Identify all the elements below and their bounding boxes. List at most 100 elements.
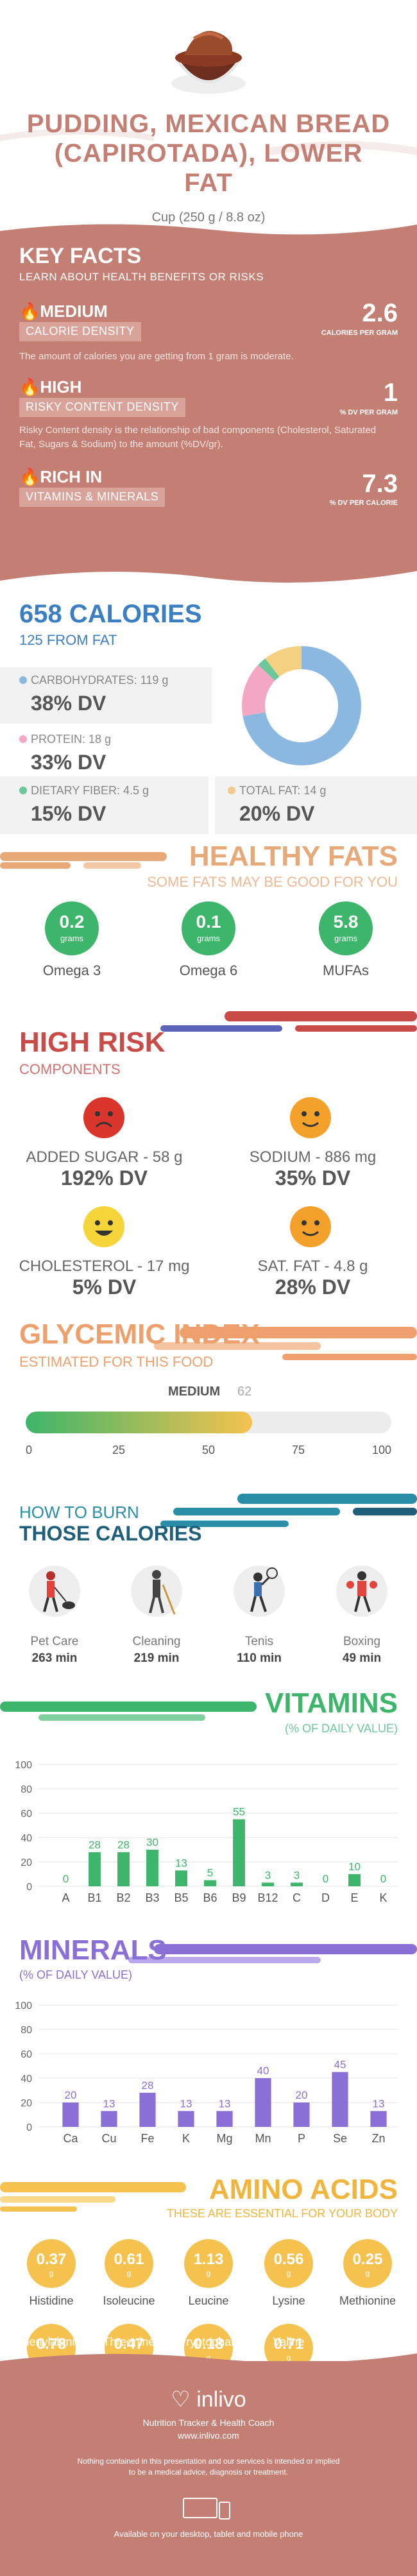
footer-disclaimer: Nothing contained in this presentation a… <box>77 2457 340 2477</box>
added-sugar-label: ADDED SUGAR - 58 g <box>26 1148 183 1166</box>
footer: Phenylalanine Threonine Tryptophan Valin… <box>0 2335 417 2576</box>
threonine-name: Threonine <box>103 2335 155 2348</box>
minerals-ytick-label: 80 <box>21 2025 32 2036</box>
carbs-dot <box>19 676 27 684</box>
page-title-line-2: (CAPIROTADA), LOWER <box>54 139 363 167</box>
added-sugar-dv: 192% DV <box>60 1166 148 1190</box>
minerals-bar-Mg <box>216 2111 233 2127</box>
healthy-fats-title: HEALTHY FATS <box>189 840 398 872</box>
calorie-density-level: 🔥MEDIUM <box>19 302 108 321</box>
risk-stripes <box>160 1011 417 1032</box>
vitamins-density-level: 🔥RICH IN <box>19 467 103 486</box>
glycemic-tick-0: 0 <box>26 1444 33 1456</box>
glycemic-value: 62 <box>237 1385 252 1399</box>
vitamins-category-label-D: D <box>321 1891 330 1904</box>
vitamins-ytick-label: 0 <box>26 1882 32 1893</box>
minerals-category-label-Cu: Cu <box>101 2132 116 2145</box>
methionine-badge: 0.25 g <box>343 2239 392 2288</box>
vitamins-category-label-B12: B12 <box>257 1891 278 1904</box>
vitamins-bar-B9 <box>233 1819 245 1886</box>
tennis-minutes: 110 min <box>237 1651 282 1665</box>
high-risk-subtitle: COMPONENTS <box>19 1061 121 1077</box>
footer-url[interactable]: www.inlivo.com <box>178 2430 239 2441</box>
amino-title: AMINO ACIDS <box>208 2174 398 2205</box>
isoleucine-unit: g <box>126 2269 132 2278</box>
flame-icon: 🔥 <box>19 467 40 486</box>
omega6-value: 0.1 <box>196 912 221 932</box>
methionine-unit: g <box>365 2269 370 2278</box>
minerals-bar-Fe <box>139 2092 156 2127</box>
vitamins-density-unit: % DV PER CALORIE <box>329 499 398 507</box>
footer-tagline: Nutrition Tracker & Health Coach <box>142 2418 275 2428</box>
lysine-badge: 0.56 g <box>264 2239 313 2288</box>
risky-density-value: 1 <box>383 379 398 407</box>
vitamins-category-label-B6: B6 <box>203 1891 217 1904</box>
vitamins-category-label-B2: B2 <box>116 1891 130 1904</box>
vitamins-category-label-B5: B5 <box>174 1891 188 1904</box>
sat-fat-label: SAT. FAT - 4.8 g <box>257 1258 368 1275</box>
vitamins-subtitle: (% OF DAILY VALUE) <box>284 1722 398 1735</box>
key-facts-subtitle: LEARN ABOUT HEALTH BENEFITS OR RISKS <box>19 271 264 283</box>
minerals-category-label-Fe: Fe <box>140 2132 154 2145</box>
vitamins-value-label-B12: 3 <box>265 1869 271 1881</box>
key-facts-title: KEY FACTS <box>19 244 142 268</box>
tennis-icon <box>234 1565 285 1617</box>
leucine-value: 1.13 <box>193 2251 224 2268</box>
vitamins-category-label-B3: B3 <box>145 1891 159 1904</box>
carbs-dv: 38% DV <box>31 692 106 715</box>
calorie-density-value: 2.6 <box>362 299 398 327</box>
donut-fat-slice <box>242 646 361 765</box>
cholesterol-label: CHOLESTEROL - 17 mg <box>19 1258 190 1275</box>
minerals-ytick-label: 0 <box>26 2122 32 2133</box>
mop-icon <box>131 1565 182 1617</box>
lysine-unit: g <box>286 2269 291 2278</box>
glycemic-title: GLYCEMIC INDEX <box>19 1318 260 1350</box>
sodium-dv: 35% DV <box>275 1166 351 1190</box>
fiber-dv: 15% DV <box>31 802 106 825</box>
leucine-unit: g <box>206 2269 211 2278</box>
risky-density-unit: % DV PER GRAM <box>339 409 398 416</box>
vitamins-ytick-label: 80 <box>21 1784 32 1795</box>
amino-subtitle: THESE ARE ESSENTIAL FOR YOUR BODY <box>166 2207 398 2220</box>
lysine-name: Lysine <box>272 2294 305 2307</box>
omega6-badge: 0.1 grams <box>182 901 235 955</box>
footer-logo[interactable]: ♡ inlivo <box>171 2387 246 2412</box>
boxing-name: Boxing <box>343 1635 381 1648</box>
vitamins-bar-chart: 0204060801000A28B128B230B313B55B655B93B1… <box>15 1760 398 1904</box>
calories-title: 658 CALORIES <box>19 600 202 628</box>
pet-care-name: Pet Care <box>30 1635 79 1648</box>
minerals-ytick-label: 60 <box>21 2049 32 2060</box>
vitamins-density-label: VITAMINS & MINERALS <box>19 488 166 507</box>
burn-stripes <box>160 1494 417 1527</box>
page-title-line-1: PUDDING, MEXICAN BREAD <box>26 110 391 138</box>
mufas-badge: 5.8 grams <box>319 901 373 955</box>
protein-dot <box>19 735 27 743</box>
omega3-unit: grams <box>60 934 84 943</box>
flame-icon: 🔥 <box>19 302 40 321</box>
glycemic-tick-25: 25 <box>112 1444 126 1456</box>
vitamins-category-label-B1: B1 <box>87 1891 101 1904</box>
amino-stripes <box>0 2182 186 2212</box>
vitamins-value-label-B9: 55 <box>233 1806 245 1818</box>
vitamins-bar-B2 <box>117 1852 130 1886</box>
smile-face-icon <box>290 1206 331 1247</box>
serving-size: Cup (250 g / 8.8 oz) <box>151 210 266 225</box>
minerals-value-label-K: 13 <box>180 2097 192 2110</box>
minerals-bar-Cu <box>101 2111 117 2127</box>
heart-icon: ♡ <box>171 2387 197 2412</box>
fiber-dot <box>19 787 27 794</box>
glycemic-bar <box>26 1412 391 1433</box>
fats-stripes <box>0 852 167 869</box>
minerals-bar-Ca <box>62 2103 79 2127</box>
vitamins-value-label-E: 10 <box>348 1861 361 1873</box>
omega6-unit: grams <box>196 934 221 943</box>
vitamins-value-label-C: 3 <box>294 1869 300 1881</box>
minerals-value-label-Se: 45 <box>334 2059 346 2071</box>
minerals-category-label-Mg: Mg <box>216 2132 232 2145</box>
vitamins-value-label-B1: 28 <box>89 1839 101 1851</box>
carbs-box <box>0 667 212 724</box>
key-facts-bottom-wave <box>0 565 417 583</box>
minerals-bar-Se <box>332 2072 348 2127</box>
sat-fat-dv: 28% DV <box>275 1275 351 1299</box>
risky-density-label: RISKY CONTENT DENSITY <box>19 398 185 417</box>
